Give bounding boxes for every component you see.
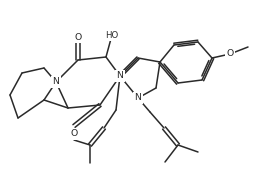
Text: O: O bbox=[226, 49, 234, 59]
Text: O: O bbox=[74, 33, 82, 41]
Text: N: N bbox=[53, 77, 60, 87]
Text: N: N bbox=[135, 93, 141, 103]
Text: N: N bbox=[117, 72, 123, 80]
Text: HO: HO bbox=[105, 30, 119, 40]
Text: O: O bbox=[70, 130, 78, 138]
